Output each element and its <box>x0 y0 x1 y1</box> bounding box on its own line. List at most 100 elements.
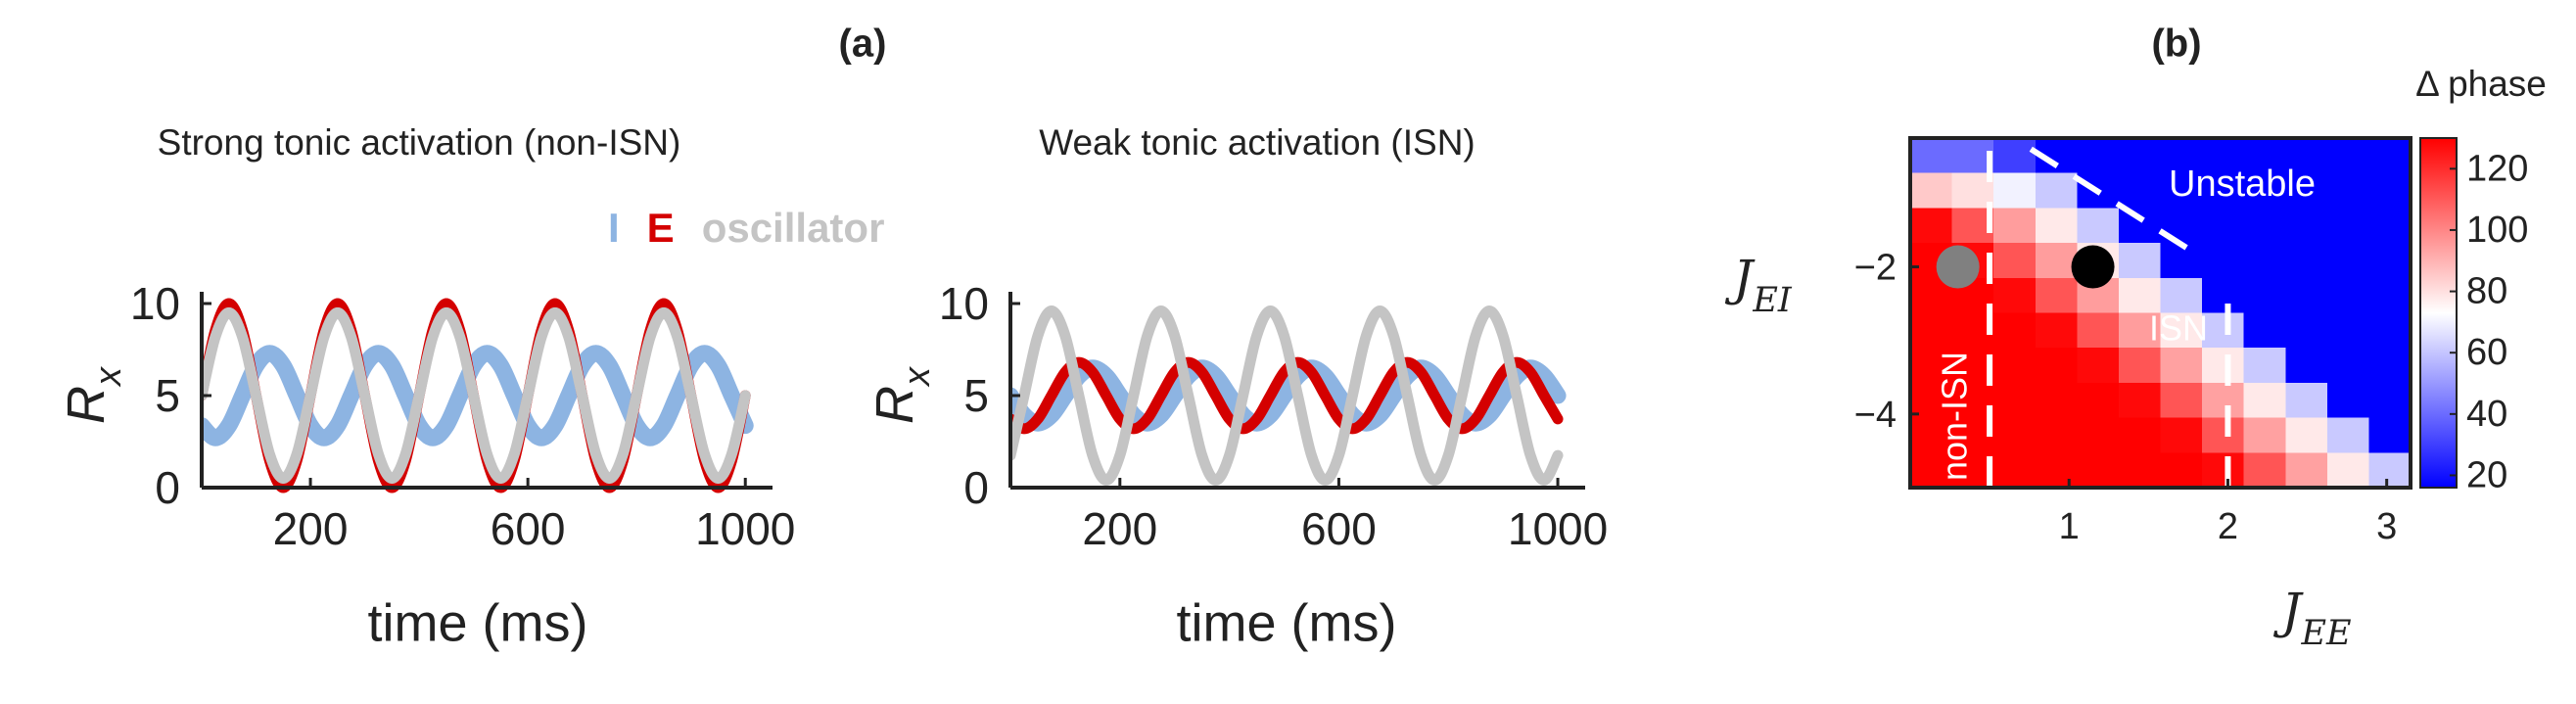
heat-cell <box>2285 208 2328 244</box>
heat-cell <box>2160 277 2203 314</box>
heat-cell <box>1910 312 1953 349</box>
colorbar-tick-label: 100 <box>2466 210 2528 251</box>
heat-cell <box>2243 312 2286 349</box>
heat-cell <box>2035 382 2078 419</box>
heat-cell <box>2035 172 2078 209</box>
annotation: Unstable <box>2169 164 2316 205</box>
heat-cell <box>2202 312 2245 349</box>
plot-frame <box>1908 136 2412 490</box>
heat-cell <box>2202 452 2245 489</box>
heat-cell <box>1993 382 2037 419</box>
heat-cell <box>2285 312 2328 349</box>
heat-cell <box>2202 208 2245 244</box>
colorbar-tick-label: 120 <box>2466 148 2528 189</box>
subtitle: Strong tonic activation (non-ISN) <box>158 122 681 163</box>
heat-cell <box>2077 312 2120 349</box>
heat-cell <box>2368 417 2412 453</box>
heat-cell <box>2326 312 2370 349</box>
heat-cell <box>2285 172 2328 209</box>
heat-cell <box>1993 208 2037 244</box>
series-line <box>202 306 751 485</box>
heat-cell <box>1993 138 2037 174</box>
heat-cell <box>2160 417 2203 453</box>
y-tick-label: 5 <box>155 370 180 421</box>
x-axis-label: time (ms) <box>1177 593 1397 652</box>
heat-cell <box>2035 452 2078 489</box>
x-tick-label: 200 <box>273 503 349 554</box>
x-axis-label: time (ms) <box>368 593 588 652</box>
heat-cell <box>2243 452 2286 489</box>
heat-cell <box>2368 243 2412 279</box>
heat-cell <box>1910 208 1953 244</box>
heat-cell <box>2202 138 2245 174</box>
colorbar-tick-label: 20 <box>2466 455 2507 496</box>
y-axis-label-sub: x <box>897 366 938 388</box>
heat-cell <box>1910 417 1953 453</box>
heat-cell <box>2368 277 2412 314</box>
heat-cell <box>2202 382 2245 419</box>
legend-entry: E <box>647 205 675 251</box>
y-axis-label: Rx <box>866 366 938 424</box>
heat-cell <box>2035 243 2078 279</box>
heat-cell <box>2326 348 2370 384</box>
heat-cell <box>2368 138 2412 174</box>
marker <box>1936 245 1980 289</box>
heat-cell <box>1993 277 2037 314</box>
heat-cell <box>2285 348 2328 384</box>
heat-cell <box>1993 452 2037 489</box>
heat-cell <box>2326 382 2370 419</box>
heat-cell <box>2243 208 2286 244</box>
heat-cell <box>1910 452 1953 489</box>
heat-cell <box>2243 348 2286 384</box>
heat-cell <box>2118 452 2162 489</box>
heat-cell <box>2285 382 2328 419</box>
heat-cell <box>1910 138 1953 174</box>
y-tick-label: 10 <box>939 278 989 329</box>
x-tick-label: 600 <box>1301 503 1377 554</box>
x-tick-label: 3 <box>2376 506 2397 547</box>
heat-cell <box>2285 417 2328 453</box>
colorbar-tick-label: 40 <box>2466 394 2507 435</box>
heat-cell <box>2160 382 2203 419</box>
heat-cell <box>2160 243 2203 279</box>
legend-entry: I <box>608 205 620 251</box>
heat-cell <box>2285 452 2328 489</box>
boundary-line <box>2029 146 2201 258</box>
legend-entry: oscillator <box>702 205 885 251</box>
y-tick-label: 10 <box>130 278 180 329</box>
panel-label: (a) <box>839 23 887 66</box>
heat-cell <box>2118 243 2162 279</box>
heat-cell <box>2326 243 2370 279</box>
heat-cell <box>2285 138 2328 174</box>
heat-cell <box>1910 348 1953 384</box>
heat-cell <box>2326 208 2370 244</box>
heat-cell <box>2077 208 2120 244</box>
heat-cell <box>2035 208 2078 244</box>
heat-cell <box>2326 172 2370 209</box>
heat-cell <box>2035 312 2078 349</box>
series-line <box>1010 359 1567 432</box>
heat-cell <box>2118 208 2162 244</box>
colorbar-title: Δ phase <box>2415 64 2547 104</box>
y-tick-label: 5 <box>963 370 989 421</box>
heat-cell <box>2243 138 2286 174</box>
heat-cell <box>2077 382 2120 419</box>
y-axis-label-sub: EI <box>1752 281 1793 320</box>
heat-cell <box>2202 172 2245 209</box>
heat-cell <box>1993 312 2037 349</box>
heat-cell <box>2160 312 2203 349</box>
series-line <box>1010 305 1564 486</box>
y-axis-label: JEI <box>1724 250 1793 320</box>
heat-cell <box>2326 452 2370 489</box>
heat-cell <box>2202 348 2245 384</box>
x-tick-label: 1000 <box>695 503 795 554</box>
x-tick-label: 200 <box>1082 503 1157 554</box>
heat-cell <box>2077 348 2120 384</box>
heat-cell <box>2243 243 2286 279</box>
heat-cell <box>2326 138 2370 174</box>
heat-cell <box>2368 348 2412 384</box>
heat-cell <box>2243 382 2286 419</box>
heat-cell <box>2160 348 2203 384</box>
heat-cell <box>2118 172 2162 209</box>
heat-cell <box>2118 382 2162 419</box>
